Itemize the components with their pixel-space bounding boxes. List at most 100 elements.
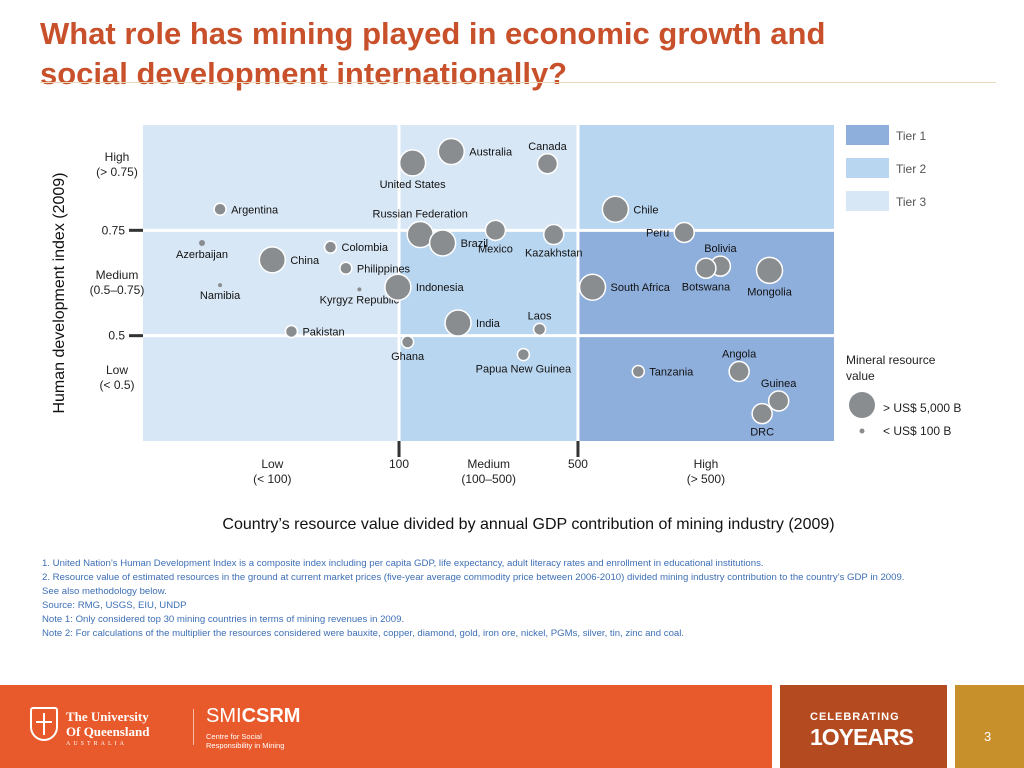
size-legend-title-2: value <box>846 369 875 383</box>
data-point-17 <box>339 261 353 276</box>
data-point-label-5: Russian Federation <box>373 209 468 221</box>
data-point-label-25: Papua New Guinea <box>476 364 572 376</box>
slide-title-line1: What role has mining played in economic … <box>40 16 826 51</box>
data-point-16 <box>323 240 338 254</box>
data-point-20 <box>384 273 412 301</box>
smi-text: SMI <box>206 705 242 727</box>
footnote-2: 2. Resource value of estimated resources… <box>42 572 905 583</box>
data-point-label-21: Pakistan <box>302 326 344 338</box>
smi-csrm-logo: SMICSRM <box>206 705 300 728</box>
data-point-19 <box>357 287 362 292</box>
data-point-26 <box>728 360 750 383</box>
data-point-label-13: South Africa <box>611 282 671 294</box>
uq-country: AUSTRALIA <box>66 741 127 747</box>
data-point-label-9: Peru <box>646 227 669 239</box>
page-number: 3 <box>984 729 992 744</box>
ten-years-text: 1OYEARS <box>810 724 914 750</box>
tier-region-0 <box>143 125 400 441</box>
x-band-label-2: High <box>694 457 719 471</box>
tier-legend-label-2: Tier 3 <box>896 195 927 209</box>
footnote-source: Source: RMG, USGS, EIU, UNDP <box>42 600 187 611</box>
data-point-0 <box>437 137 466 166</box>
data-point-label-19: Kyrgyz Republic <box>320 294 400 306</box>
footnote-note2: Note 2: For calculations of the multipli… <box>42 628 685 639</box>
data-point-label-11: Botswana <box>682 281 731 293</box>
data-point-6 <box>484 219 507 242</box>
x-tick-label-0: 100 <box>389 457 409 471</box>
data-point-7 <box>428 229 457 257</box>
footnote-3: See also methodology below. <box>42 586 167 597</box>
data-point-22 <box>444 309 472 337</box>
size-legend-large-marker <box>849 392 875 418</box>
x-band-range-2: (> 500) <box>687 472 725 486</box>
data-point-1 <box>536 153 559 175</box>
data-point-label-7: Brazil <box>461 238 489 250</box>
data-point-label-20: Indonesia <box>416 282 465 294</box>
data-point-23 <box>532 322 547 337</box>
footer-celebrating-panel: CELEBRATING 1OYEARS <box>780 685 947 768</box>
data-point-28 <box>767 390 790 412</box>
celebrating-text: CELEBRATING <box>810 711 900 723</box>
tier-legend-swatch-1 <box>846 158 889 178</box>
data-point-2 <box>398 149 427 177</box>
data-point-15 <box>258 246 287 274</box>
data-point-label-8: Kazakhstan <box>525 248 582 260</box>
data-point-label-29: DRC <box>750 427 774 439</box>
data-point-label-26: Angola <box>722 348 757 360</box>
tier-legend-swatch-2 <box>846 191 889 211</box>
data-point-label-10: Bolivia <box>704 243 737 255</box>
data-point-14 <box>199 239 206 246</box>
slide-title: What role has mining played in economic … <box>40 14 1000 94</box>
footer-bar: The University Of Queensland AUSTRALIA S… <box>0 685 1024 768</box>
tier-legend-swatch-0 <box>846 125 889 145</box>
data-point-29 <box>751 402 773 425</box>
footer-main-panel: The University Of Queensland AUSTRALIA S… <box>0 685 772 768</box>
data-point-label-24: Ghana <box>391 351 425 363</box>
tier-region-1 <box>399 125 578 231</box>
x-axis-title: Country’s resource value divided by annu… <box>222 516 834 533</box>
data-point-25 <box>516 347 531 362</box>
smi-subtitle: Centre for Social Responsibility in Mini… <box>206 732 284 750</box>
smi-sub-line2: Responsibility in Mining <box>206 741 285 750</box>
data-point-18 <box>218 283 223 288</box>
data-point-label-23: Laos <box>528 310 552 322</box>
footnotes: 1. United Nation’s Human Development Ind… <box>42 557 1002 641</box>
x-band-range-0: (< 100) <box>253 472 291 486</box>
footer-divider <box>193 709 194 745</box>
data-point-11 <box>695 257 717 280</box>
data-point-label-0: Australia <box>469 147 513 159</box>
data-point-label-14: Azerbaijan <box>176 249 228 261</box>
smi-sub-line1: Centre for Social <box>206 732 262 741</box>
footer-page-panel: 3 <box>955 685 1024 768</box>
size-legend-large-label: > US$ 5,000 B <box>883 401 961 415</box>
data-point-24 <box>400 335 415 349</box>
data-point-label-1: Canada <box>528 141 567 153</box>
tier-legend-label-1: Tier 2 <box>896 162 927 176</box>
y-band-label-2: Low <box>106 363 128 377</box>
data-point-label-18: Namibia <box>200 290 241 302</box>
y-tick-label-0: 0.75 <box>102 223 126 237</box>
data-point-label-12: Mongolia <box>747 286 793 298</box>
data-point-label-16: Colombia <box>342 242 389 254</box>
size-legend-small-label: < US$ 100 B <box>883 424 951 438</box>
uq-logo-text: The University Of Queensland <box>66 709 149 739</box>
y-band-range-2: (< 0.5) <box>99 378 134 392</box>
y-tick-label-1: 0.5 <box>108 329 125 343</box>
data-point-9 <box>673 221 695 244</box>
x-band-range-1: (100–500) <box>461 472 516 486</box>
data-point-21 <box>284 324 299 339</box>
uq-line1: The University <box>66 709 149 724</box>
uq-crest-icon <box>30 707 58 741</box>
y-band-label-0: High <box>105 150 130 164</box>
data-point-8 <box>542 223 565 246</box>
size-legend-title-1: Mineral resource <box>846 353 936 367</box>
y-band-label-1: Medium <box>96 268 139 282</box>
data-point-4 <box>601 195 630 224</box>
csrm-text: CSRM <box>241 705 301 727</box>
data-point-label-22: India <box>476 318 501 330</box>
data-point-12 <box>755 256 784 285</box>
data-point-label-2: United States <box>380 179 447 191</box>
y-band-range-1: (0.5–0.75) <box>90 283 145 297</box>
y-axis-title: Human development index (2009) <box>51 172 68 413</box>
